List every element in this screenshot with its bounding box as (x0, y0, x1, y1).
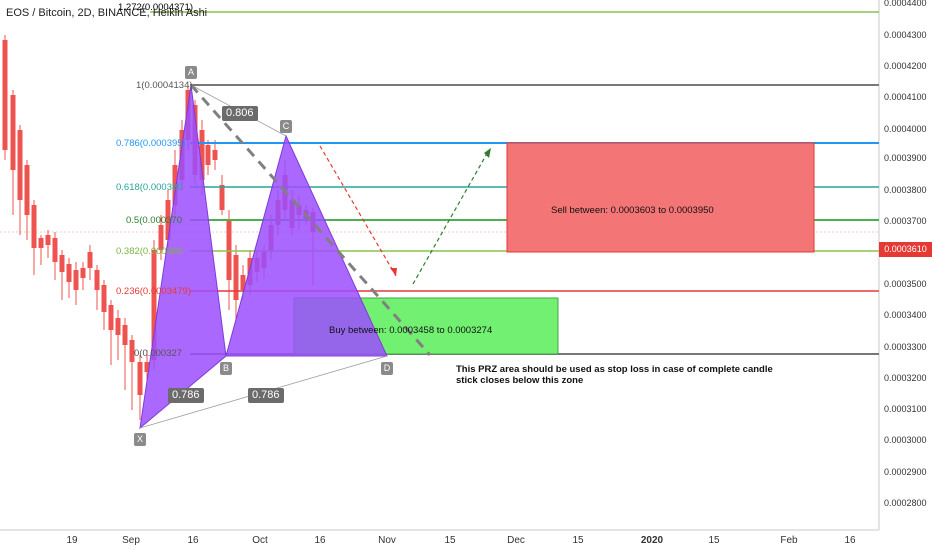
candle-body (122, 325, 128, 345)
candle-body (233, 255, 239, 300)
price-tick: 0.0003500 (884, 279, 927, 289)
fib-label-05: 0.5(0.000370 (126, 215, 182, 226)
ratio-ab: 0.806 (222, 106, 258, 121)
candle-body (137, 362, 143, 395)
price-tick: 0.0004400 (884, 0, 927, 8)
candle-body (94, 270, 100, 290)
price-tick: 0.0002900 (884, 467, 927, 477)
candle-body (52, 238, 58, 262)
candle-body (73, 270, 79, 290)
candle-body (38, 238, 44, 248)
time-tick: 15 (572, 535, 584, 546)
green-arrow-line (412, 149, 490, 285)
buy-zone-text: Buy between: 0.0003458 to 0.0003274 (329, 325, 493, 336)
candle-body (144, 362, 150, 372)
pattern-triangle-bcd (225, 134, 388, 357)
fib-label-0618: 0.618(0.000380 (116, 182, 183, 193)
ratio-xd: 0.786 (248, 388, 284, 403)
candle-body (17, 130, 23, 200)
red-arrow-head (390, 268, 397, 276)
candle-body (80, 268, 86, 278)
candle-body (24, 165, 30, 215)
fib-label-0236: 0.236(0.0003479) (116, 286, 192, 297)
price-tick: 0.0003200 (884, 373, 927, 383)
last-price-badge: 0.0003610 (879, 242, 932, 257)
candle-body (151, 250, 157, 360)
candle-body (158, 225, 164, 250)
candle-body (101, 285, 107, 312)
candle-body (66, 264, 72, 282)
candle-body (199, 130, 205, 180)
fib-label-0: 0(0.000327 (134, 348, 183, 359)
candle-body (240, 275, 246, 290)
price-tick: 0.0003000 (884, 435, 927, 445)
candle-body (108, 305, 114, 330)
candle-body (10, 95, 16, 170)
point-x-label: X (134, 433, 146, 446)
time-tick: 19 (66, 535, 78, 546)
time-tick: Nov (378, 535, 396, 546)
price-tick: 0.0003100 (884, 404, 927, 414)
candle-body (129, 340, 135, 362)
price-tick: 0.0003400 (884, 310, 927, 320)
candle-body (59, 255, 65, 272)
time-tick: Feb (780, 535, 798, 546)
price-tick: 0.0004300 (884, 30, 927, 40)
candle-body (226, 220, 232, 280)
time-tick: Oct (252, 535, 268, 546)
candle-body (45, 235, 51, 245)
candle-body (219, 185, 225, 210)
candle-body (2, 40, 8, 150)
point-b-label: B (220, 362, 232, 375)
time-tick: 16 (314, 535, 326, 546)
point-d-label: D (381, 362, 393, 375)
green-arrow-head (484, 148, 491, 158)
point-c-label: C (280, 120, 292, 133)
price-tick: 0.0003300 (884, 342, 927, 352)
price-tick: 0.0003700 (884, 216, 927, 226)
prz-note: This PRZ area should be used as stop los… (456, 364, 773, 386)
fib-label-1272: 1.272(0.0004371) (118, 2, 194, 13)
chart-title: EOS / Bitcoin, 2D, BINANCE, Heikin Ashi (6, 7, 208, 19)
candle-body (87, 252, 93, 268)
price-tick: 0.0002800 (884, 498, 927, 508)
ad-dashed-path (189, 84, 432, 356)
candle-body (172, 165, 178, 205)
time-tick: Sep (122, 535, 140, 546)
sell-zone-box (506, 142, 815, 253)
point-a-label: A (185, 66, 197, 79)
time-tick: 15 (708, 535, 720, 546)
price-tick: 0.0003900 (884, 153, 927, 163)
sell-zone-text: Sell between: 0.0003603 to 0.0003950 (551, 205, 714, 216)
price-tick: 0.0004000 (884, 124, 927, 134)
fib-label-0786: 0.786(0.000395) (116, 138, 186, 149)
time-tick: 16 (844, 535, 856, 546)
fib-label-1: 1(0.0004134) (136, 80, 193, 91)
time-tick: 2020 (640, 535, 664, 546)
candle-body (212, 150, 218, 160)
candle-body (115, 318, 121, 335)
candle-body (205, 145, 211, 165)
time-tick: 15 (444, 535, 456, 546)
price-tick: 0.0004100 (884, 92, 927, 102)
ratio-xb: 0.786 (168, 388, 204, 403)
time-tick: Dec (507, 535, 525, 546)
candle-body (31, 205, 37, 248)
fib-label-0382: 0.382(0.000360 (116, 246, 183, 257)
candle-body (165, 200, 171, 240)
time-tick: 16 (187, 535, 199, 546)
price-tick: 0.0003800 (884, 185, 927, 195)
price-tick: 0.0004200 (884, 61, 927, 71)
